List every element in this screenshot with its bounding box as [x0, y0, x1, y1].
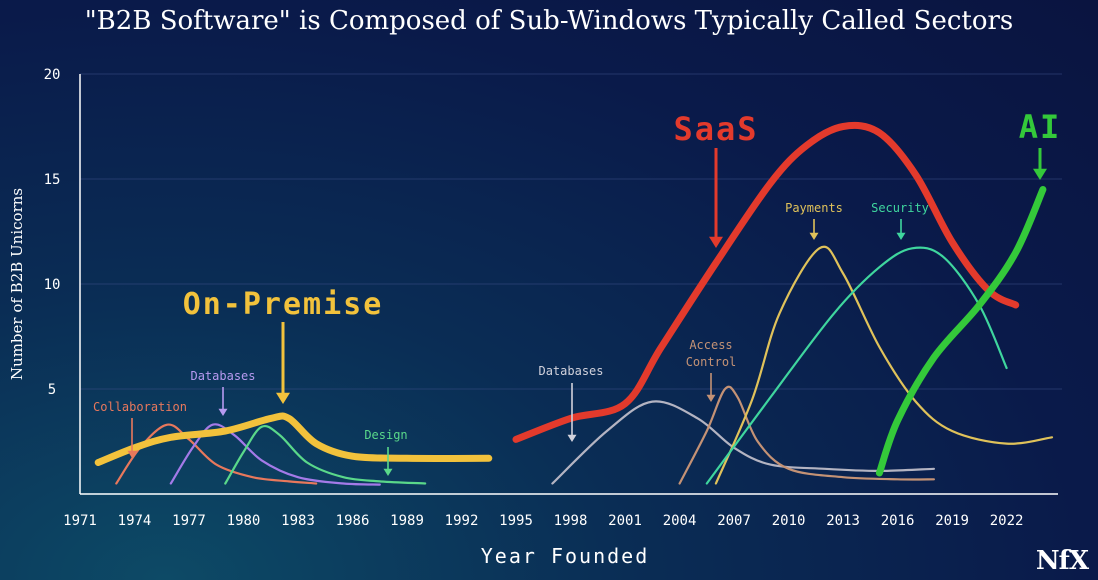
x-tick-label: 2013	[826, 513, 860, 529]
x-tick-label: 1977	[172, 513, 206, 529]
x-tick-label: 2016	[881, 513, 915, 529]
annotation-label: Collaboration	[93, 400, 187, 414]
nfx-logo: NfX	[1035, 546, 1089, 576]
x-tick-label: 2001	[608, 513, 642, 529]
x-tick-label: 2007	[717, 513, 751, 529]
series-line-saas	[512, 121, 1020, 443]
x-tick-label: 2010	[772, 513, 806, 529]
annotation-label: Design	[364, 428, 407, 442]
x-tick-label: 2004	[663, 513, 697, 529]
x-tick-label: 1992	[445, 513, 479, 529]
annotation-arrowhead	[383, 468, 393, 476]
series-line-design	[224, 425, 427, 485]
annotation-label: Databases	[190, 369, 255, 383]
y-tick-label: 15	[44, 172, 61, 188]
annotation-label: Security	[871, 201, 929, 215]
y-tick-label: 20	[44, 67, 61, 83]
series-line-on-premise	[94, 412, 493, 466]
annotation-label: SaaS	[673, 110, 758, 148]
annotation-arrowhead	[218, 408, 228, 416]
x-tick-label: 1983	[281, 513, 315, 529]
x-tick-label: 1998	[554, 513, 588, 529]
x-tick-label: 2019	[935, 513, 969, 529]
series-line-access-control	[678, 385, 935, 485]
y-tick-label: 5	[48, 382, 56, 398]
y-axis-label: Number of B2B Unicorns	[8, 188, 26, 380]
annotation-arrowhead	[127, 450, 137, 458]
annotation-label: Payments	[785, 201, 843, 215]
x-tick-label: 1971	[63, 513, 97, 529]
annotation-arrowhead	[896, 232, 906, 240]
chart-title: "B2B Software" is Composed of Sub-Window…	[84, 6, 1014, 36]
annotation-arrowhead	[709, 236, 723, 248]
annotation-arrowhead	[276, 392, 290, 404]
annotation-label: AI	[1019, 108, 1062, 146]
annotation-arrowhead	[1033, 168, 1047, 180]
x-tick-label: 1989	[390, 513, 424, 529]
annotation-label: Databases	[538, 364, 603, 378]
x-tick-label: 1980	[227, 513, 261, 529]
annotation-arrowhead	[809, 232, 819, 240]
x-tick-label: 2022	[990, 513, 1024, 529]
annotation-label: Access	[689, 338, 732, 352]
annotation-label: Control	[686, 355, 737, 369]
x-tick-label: 1986	[336, 513, 370, 529]
annotation-label: On-Premise	[183, 287, 384, 322]
x-axis-label: Year Founded	[481, 544, 650, 568]
series-line-security	[705, 246, 1008, 485]
y-tick-label: 10	[44, 277, 61, 293]
x-tick-label: 1974	[118, 513, 152, 529]
annotation-arrowhead	[706, 394, 716, 402]
series-line-ai	[875, 186, 1047, 477]
x-tick-label: 1995	[499, 513, 533, 529]
annotation-arrowhead	[567, 434, 577, 442]
